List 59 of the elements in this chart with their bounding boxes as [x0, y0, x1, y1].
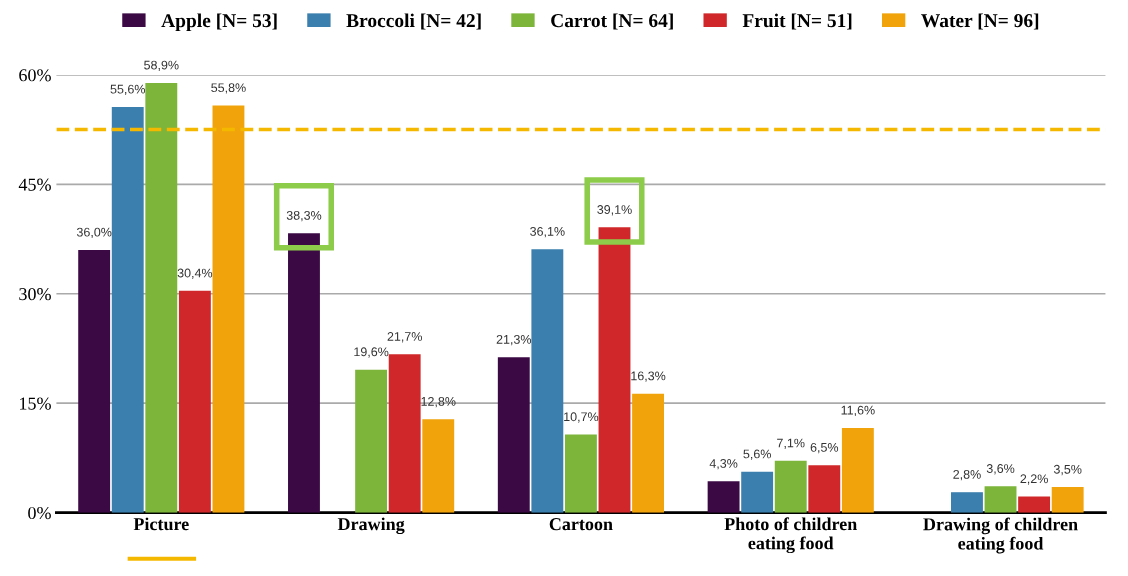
data-label: 10,7% [564, 412, 599, 423]
bar [145, 82, 178, 513]
data-label: 30,4% [177, 268, 213, 279]
y-tick-label: 15% [20, 397, 51, 410]
data-label: 11,6% [841, 405, 875, 417]
bar [841, 428, 874, 513]
data-label: 58,9% [144, 60, 179, 71]
data-label: 6,5% [810, 442, 839, 454]
legend-label: Water [N= 96] [921, 13, 1039, 30]
bar [212, 105, 245, 513]
bar [178, 290, 211, 513]
bar [1018, 496, 1051, 513]
data-label: 55,8% [211, 83, 246, 94]
x-tick-label: Photo of children eating food [724, 517, 857, 554]
bar [564, 434, 597, 513]
data-label: 12,8% [421, 396, 456, 408]
y-tick-label: 60% [19, 69, 51, 82]
data-label: 2,2% [1020, 474, 1048, 485]
data-label: 38,3% [286, 210, 322, 222]
data-label: 2,8% [953, 469, 981, 481]
data-label: 19,6% [354, 347, 389, 358]
x-tick-label: Drawing of children eating food [923, 517, 1078, 554]
bar [774, 460, 807, 513]
legend-label: Fruit [N= 51] [742, 13, 852, 30]
data-label: 7,1% [777, 438, 805, 449]
data-label: 36,1% [530, 226, 565, 238]
data-label: 55,6% [110, 84, 146, 96]
bar [707, 481, 740, 513]
bar [422, 419, 455, 513]
x-tick-label: Drawing [337, 517, 405, 535]
x-tick-label: Picture [133, 517, 189, 531]
bar [808, 465, 841, 513]
bar [741, 471, 774, 513]
bar [355, 369, 388, 513]
data-label: 39,1% [597, 205, 632, 216]
bar [1051, 487, 1084, 513]
legend-label: Carrot [N= 64] [551, 13, 673, 30]
bar [111, 106, 144, 513]
bar [951, 492, 983, 513]
data-label: 16,3% [631, 371, 666, 382]
bar [632, 393, 664, 513]
legend-label: Apple [N= 53] [161, 13, 277, 32]
bar [531, 249, 564, 513]
data-label: 21,3% [496, 334, 532, 346]
data-label: 5,6% [743, 449, 771, 460]
y-tick-label: 45% [18, 178, 51, 191]
y-tick-label: 30% [19, 288, 51, 301]
legend-label: Broccoli [N= 42] [346, 13, 481, 30]
x-tick-label: Cartoon [549, 518, 613, 531]
bar [497, 357, 530, 513]
bar [78, 249, 111, 513]
bar [984, 486, 1017, 513]
data-label: 3,5% [1053, 464, 1082, 476]
data-label: 21,7% [387, 332, 422, 343]
data-label: 36,0% [76, 227, 112, 239]
bar [388, 354, 421, 513]
y-tick-label: 0% [28, 506, 51, 520]
data-label: 4,3% [709, 459, 738, 470]
data-label: 3,6% [986, 464, 1015, 475]
